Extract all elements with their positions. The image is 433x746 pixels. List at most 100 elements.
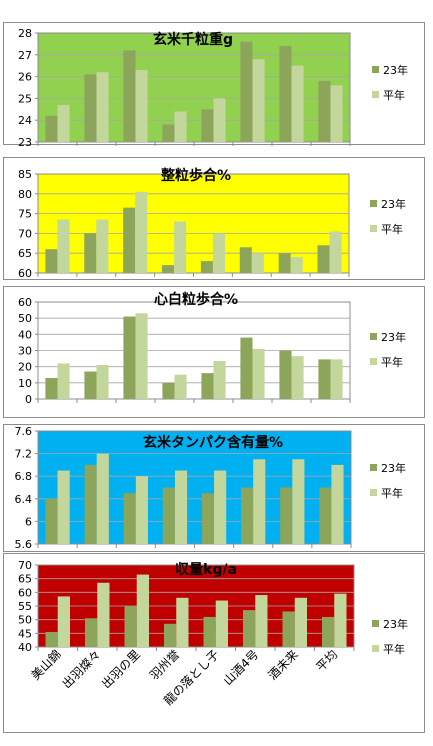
y-tick-label: 60 <box>18 267 32 280</box>
y-tick-label: 27 <box>18 49 32 62</box>
bar-23-5 <box>203 616 216 647</box>
legend-label-avg: 平年 <box>381 355 403 369</box>
legend-label-23: 23年 <box>381 461 406 475</box>
bar-avg-2 <box>96 453 109 544</box>
legend-label-avg: 平年 <box>383 88 405 102</box>
y-tick-label: 55 <box>18 600 32 613</box>
bar-23-5 <box>201 109 214 142</box>
bar-23-2 <box>84 74 97 142</box>
bar-avg-2 <box>96 72 109 142</box>
bar-23-2 <box>84 464 97 544</box>
chart-title: 心白粒歩合% <box>154 291 238 308</box>
y-tick-label: 40 <box>18 641 32 654</box>
chart-title: 収量kg/a <box>175 561 237 578</box>
y-tick-label: 65 <box>18 573 32 586</box>
y-tick-label: 85 <box>18 168 32 181</box>
bar-23-7 <box>280 487 293 544</box>
bar-avg-6 <box>253 459 266 544</box>
bar-avg-8 <box>330 359 343 399</box>
bar-avg-7 <box>292 459 305 544</box>
legend-label-23: 23年 <box>383 63 408 77</box>
legend-label-avg: 平年 <box>381 486 403 500</box>
bar-avg-7 <box>291 356 304 399</box>
bar-23-7 <box>282 611 295 647</box>
y-tick-label: 60 <box>18 296 32 309</box>
bar-avg-3 <box>135 191 148 273</box>
bar-23-3 <box>123 493 136 544</box>
legend-swatch-23 <box>370 333 377 340</box>
bar-avg-1 <box>57 104 70 142</box>
bar-23-1 <box>45 631 58 647</box>
bar-avg-2 <box>97 582 110 647</box>
bar-23-4 <box>162 487 175 544</box>
legend-swatch-avg <box>370 358 377 365</box>
bar-avg-4 <box>174 111 187 142</box>
bar-avg-2 <box>96 219 109 273</box>
chart-title: 玄米千粒重g <box>153 31 233 48</box>
bar-avg-4 <box>174 221 187 273</box>
bar-avg-5 <box>213 361 226 399</box>
bar-avg-4 <box>176 597 189 647</box>
bar-avg-6 <box>252 59 265 142</box>
bar-23-7 <box>279 350 292 399</box>
legend-label-avg: 平年 <box>383 642 405 656</box>
legend-swatch-avg <box>370 225 377 232</box>
y-tick-label: 45 <box>18 627 32 640</box>
bar-23-1 <box>45 249 58 273</box>
legend-swatch-23 <box>370 464 377 471</box>
y-tick-label: 6.4 <box>15 493 33 506</box>
bar-23-5 <box>201 373 214 399</box>
y-tick-label: 70 <box>18 559 32 572</box>
chart-title: 整粒歩合% <box>160 167 231 184</box>
bar-23-1 <box>45 377 58 399</box>
bar-23-8 <box>319 487 332 544</box>
bar-23-6 <box>240 337 253 399</box>
y-tick-label: 24 <box>18 114 32 127</box>
bar-23-6 <box>239 247 252 273</box>
legend-swatch-avg <box>370 489 377 496</box>
y-tick-label: 30 <box>18 345 32 358</box>
y-tick-label: 75 <box>18 208 32 221</box>
legend-swatch-23 <box>370 200 377 207</box>
bar-23-1 <box>45 498 58 544</box>
bar-avg-3 <box>135 70 148 142</box>
bar-23-3 <box>123 50 136 142</box>
bar-23-5 <box>200 261 213 273</box>
bar-avg-2 <box>96 365 109 399</box>
bar-avg-6 <box>252 348 265 399</box>
y-tick-label: 5.6 <box>15 538 33 551</box>
bar-avg-7 <box>291 65 304 142</box>
legend-swatch-23 <box>372 66 379 73</box>
legend-swatch-avg <box>372 645 379 652</box>
y-tick-label: 10 <box>18 377 32 390</box>
bar-avg-4 <box>174 470 188 544</box>
chart-title: 玄米タンパク含有量% <box>143 434 283 451</box>
y-tick-label: 0 <box>25 393 32 406</box>
bar-23-4 <box>162 265 175 273</box>
bar-23-2 <box>84 233 97 273</box>
bar-avg-7 <box>290 257 303 273</box>
y-tick-label: 80 <box>18 188 32 201</box>
bar-23-4 <box>164 623 177 647</box>
bar-23-3 <box>123 207 136 273</box>
bar-23-2 <box>85 618 98 647</box>
y-tick-label: 20 <box>18 361 32 374</box>
bar-avg-3 <box>135 476 148 544</box>
bar-avg-8 <box>331 464 344 544</box>
bar-avg-1 <box>57 363 70 399</box>
legend-swatch-avg <box>372 91 379 98</box>
bar-23-3 <box>124 606 137 647</box>
bar-23-8 <box>318 359 331 399</box>
bar-avg-7 <box>294 597 307 647</box>
bar-23-8 <box>317 245 330 273</box>
bar-23-6 <box>243 610 256 647</box>
bar-avg-3 <box>135 313 148 399</box>
y-tick-label: 6 <box>25 515 32 528</box>
